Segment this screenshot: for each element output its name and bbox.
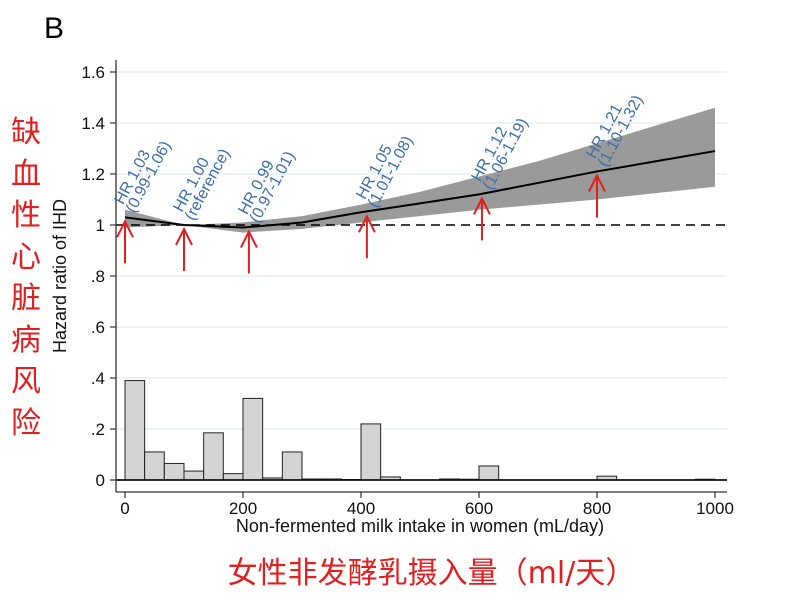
red-arrow [175,226,193,271]
histogram-bar [183,470,205,481]
histogram-bar [478,465,500,481]
x-tick-label: 400 [347,499,375,518]
cn-char: 心 [11,239,41,275]
y-tick-label: 1 [96,216,105,235]
hr-label: HR 0.99(0.97-1.01) [235,149,298,226]
x-tick-label: 800 [583,499,611,518]
red-arrow [116,219,134,264]
red-arrow [473,196,491,241]
cn-char: 风 [11,364,41,399]
x-tick-label: 200 [229,499,257,518]
cn-char: 险 [11,405,41,441]
histogram-bar [203,432,224,481]
y-axis-label: Hazard ratio of IHD [50,199,70,353]
y-tick-label: .8 [91,267,105,286]
y-tick-label: 1.6 [81,63,105,82]
x-axis-label: Non-fermented milk intake in women (mL/d… [236,516,604,536]
annotation-y-chinese: 缺 血 性 心 脏 病 风 险 [8,112,44,444]
histogram-bar [163,462,185,481]
histogram-bars [116,380,727,481]
histogram-bar [281,451,303,481]
histogram-bar [144,451,165,481]
hr-curve [124,150,716,229]
cn-char: 脏 [11,281,41,316]
histogram-bar [360,423,382,481]
axes: 0 .2 .4 .6 .8 1 1.2 1.4 1.6 0 200 400 600 800 1000 [81,60,734,518]
y-tick-label: 0 [96,471,105,490]
ci-band-area [125,107,715,233]
x-tick-label: 1000 [696,499,734,518]
histogram-bar [242,397,264,481]
y-tick-label: .6 [91,318,105,337]
y-tick-label: .2 [91,420,105,439]
cn-char: 病 [11,322,41,358]
hr-line [124,150,716,229]
red-arrow [358,214,376,259]
panel-label: B [44,12,65,45]
histogram-bar [124,380,146,481]
cn-char: 性 [11,198,41,233]
x-tick-label: 600 [465,499,493,518]
y-tick-label: 1.4 [81,114,105,133]
x-tick-label: 0 [120,499,129,518]
ci-band [125,107,715,233]
cn-char: 血 [11,156,41,192]
y-tick-label: .4 [91,369,105,388]
y-tick-label: 1.2 [81,165,105,184]
cn-char: 缺 [11,115,41,150]
red-arrow [588,173,606,218]
hr-label: HR 1.00(reference) [171,146,234,223]
arrows [116,173,606,274]
annotation-x-chinese: 女性非发酵乳摄入量（ml/天） [227,556,636,591]
gridlines [116,71,727,430]
histogram-bar [222,473,244,481]
red-arrow [240,229,258,274]
